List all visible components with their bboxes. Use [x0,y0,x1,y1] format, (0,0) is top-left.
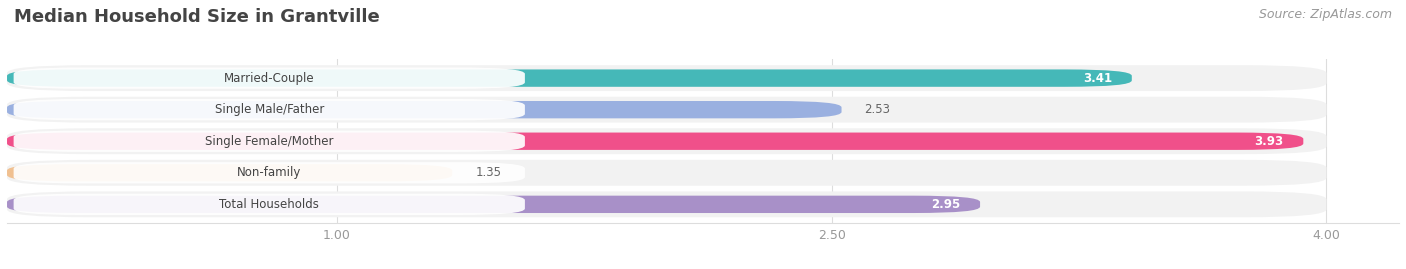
FancyBboxPatch shape [7,97,1326,123]
FancyBboxPatch shape [7,196,980,213]
Text: Single Male/Father: Single Male/Father [215,103,323,116]
FancyBboxPatch shape [14,162,524,183]
Text: 3.93: 3.93 [1254,135,1284,148]
FancyBboxPatch shape [7,128,1326,154]
Text: 1.35: 1.35 [475,166,502,179]
Text: Married-Couple: Married-Couple [224,72,315,85]
Text: Single Female/Mother: Single Female/Mother [205,135,333,148]
FancyBboxPatch shape [14,194,524,215]
FancyBboxPatch shape [7,101,842,118]
Text: Total Households: Total Households [219,198,319,211]
FancyBboxPatch shape [7,192,1326,217]
Text: Source: ZipAtlas.com: Source: ZipAtlas.com [1258,8,1392,21]
FancyBboxPatch shape [7,160,1326,186]
FancyBboxPatch shape [7,65,1326,91]
FancyBboxPatch shape [7,164,453,182]
Text: Non-family: Non-family [238,166,301,179]
FancyBboxPatch shape [7,69,1132,87]
Text: 2.95: 2.95 [931,198,960,211]
FancyBboxPatch shape [14,68,524,89]
FancyBboxPatch shape [14,99,524,120]
Text: Median Household Size in Grantville: Median Household Size in Grantville [14,8,380,26]
FancyBboxPatch shape [14,131,524,152]
Text: 2.53: 2.53 [865,103,890,116]
FancyBboxPatch shape [7,133,1303,150]
Text: 3.41: 3.41 [1083,72,1112,85]
